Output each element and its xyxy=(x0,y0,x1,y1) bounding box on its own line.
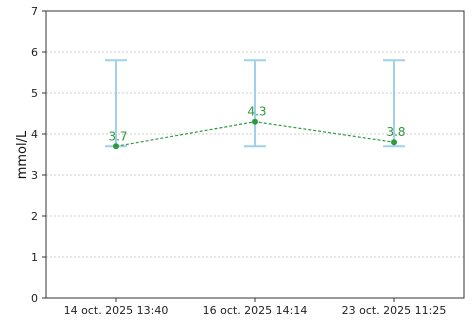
x-tick-label: 14 oct. 2025 13:40 xyxy=(64,304,169,317)
y-tick-label: 0 xyxy=(31,292,38,305)
y-axis-title: mmol/L xyxy=(15,130,30,179)
y-tick-label: 1 xyxy=(31,251,38,264)
data-label: 3.7 xyxy=(108,129,127,143)
y-tick-label: 2 xyxy=(31,210,38,223)
data-label: 4.3 xyxy=(247,105,266,119)
data-point xyxy=(391,139,397,146)
y-tick-label: 4 xyxy=(31,128,38,141)
y-tick-label: 3 xyxy=(31,169,38,182)
data-label: 3.8 xyxy=(386,125,405,139)
plot-frame xyxy=(45,10,465,299)
reference-ranges xyxy=(105,59,405,148)
axes: 0 1 2 3 4 5 6 7 14 oct. 2025 13:40 16 oct. 2025 1… xyxy=(31,5,465,317)
y-tick-label: 5 xyxy=(31,87,38,100)
data-point xyxy=(252,118,258,125)
data-point xyxy=(113,143,119,150)
y-tick-label: 6 xyxy=(31,46,38,59)
y-tick-label: 7 xyxy=(31,5,38,18)
series: 3.7 4.3 3.8 xyxy=(108,105,406,150)
x-tick-label: 16 oct. 2025 14:14 xyxy=(203,304,308,317)
x-tick-label: 23 oct. 2025 11:25 xyxy=(342,304,447,317)
